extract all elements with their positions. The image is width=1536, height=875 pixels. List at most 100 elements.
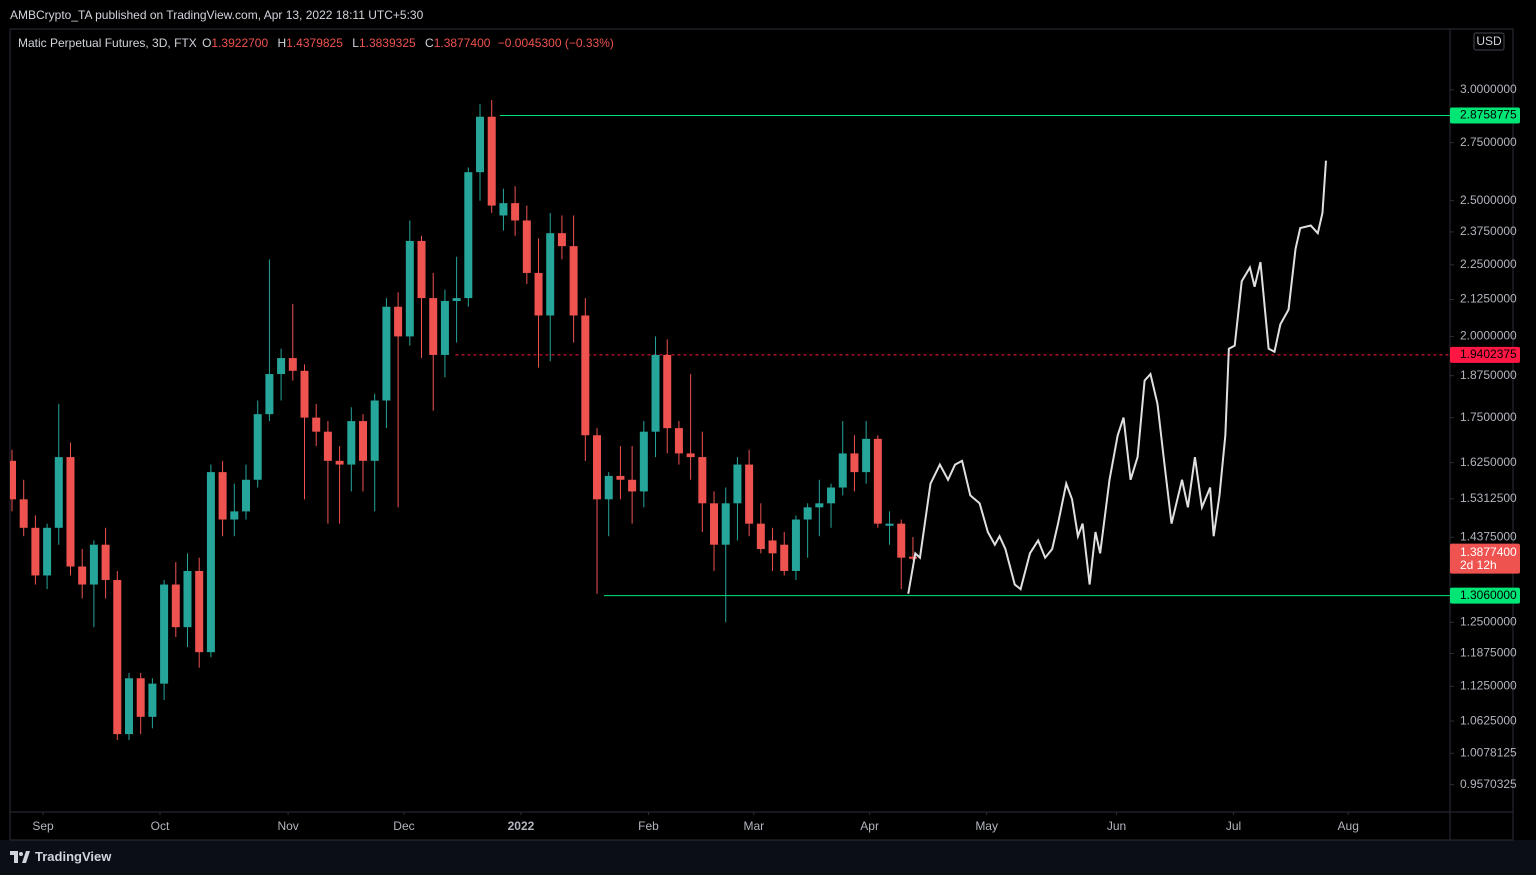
price-axis: 3.0000000 2.7500000 2.5000000 2.3750000 2.25… — [32, 82, 1520, 833]
x-tick-label: Jul — [1226, 819, 1241, 833]
candle-body — [827, 487, 836, 504]
x-tick-label: Dec — [393, 819, 414, 833]
candle-body — [31, 527, 40, 576]
candle-body — [429, 298, 438, 355]
symbol-title: Matic Perpetual Futures, 3D, FTX — [18, 36, 197, 50]
candle-body — [323, 431, 332, 461]
candle-body — [803, 507, 812, 520]
open-value: 1.3922700 — [211, 36, 269, 50]
candle-body — [277, 358, 286, 375]
candle-body — [885, 523, 894, 526]
candle-body — [616, 475, 625, 480]
candle-body — [838, 453, 847, 488]
level-label-bg — [1450, 107, 1520, 124]
last-price-bg — [1450, 543, 1520, 574]
candle-body — [300, 370, 309, 418]
frame — [9, 28, 1514, 841]
candle-body — [43, 527, 52, 576]
candle-body — [136, 678, 145, 717]
projection-line — [907, 160, 1327, 594]
candle-body — [815, 503, 824, 508]
y-tick-label: 1.7500000 — [1460, 410, 1517, 424]
candle-body — [452, 298, 461, 301]
candle-body — [230, 511, 239, 520]
candle-body — [557, 233, 566, 247]
countdown: 2d 12h — [1460, 558, 1497, 572]
y-tick-label: 2.5000000 — [1460, 193, 1517, 207]
candle-body — [639, 431, 648, 492]
x-tick-label: Mar — [743, 819, 764, 833]
legend-header: Matic Perpetual Futures, 3D, FTX O1.3922… — [18, 36, 618, 50]
y-tick-label: 1.4375000 — [1460, 529, 1517, 543]
candle-body — [569, 246, 578, 316]
candle-body — [522, 220, 531, 273]
candle-body — [651, 354, 660, 432]
candle-body — [534, 272, 543, 316]
candle-body — [160, 584, 169, 684]
candle-body — [733, 464, 742, 504]
candle-body — [359, 421, 368, 461]
footer-bar — [0, 840, 1536, 875]
publisher: AMBCrypto_TA published on TradingView.co… — [10, 8, 424, 22]
y-tick-label: 2.1250000 — [1460, 292, 1517, 306]
y-tick-label: 1.6250000 — [1460, 455, 1517, 469]
candle-body — [218, 472, 227, 520]
brand-name: TradingView — [35, 849, 112, 864]
candle-body — [873, 438, 882, 524]
candle-body — [148, 683, 157, 717]
candle-body — [862, 438, 871, 473]
candle-body — [674, 428, 683, 454]
level-label-bg — [1450, 587, 1520, 604]
change: −0.0045300 (−0.33%) — [497, 36, 614, 50]
candle-body — [686, 453, 695, 458]
candle-body — [511, 203, 520, 221]
candle-body — [604, 475, 613, 500]
ohlc-letter: L — [352, 36, 359, 50]
candle-body — [19, 499, 28, 528]
candle-body — [710, 503, 719, 545]
brand: TradingView — [10, 849, 111, 864]
candle-body — [206, 472, 215, 653]
candle-body — [312, 417, 321, 432]
plot — [10, 100, 1450, 740]
candle-body — [171, 584, 180, 628]
brand-logo — [10, 850, 30, 863]
candle-body — [195, 570, 204, 653]
candle-body — [54, 457, 63, 528]
candle-body — [487, 116, 496, 206]
y-tick-label: 2.7500000 — [1460, 135, 1517, 149]
candle-body — [628, 479, 637, 492]
currency-badge — [1473, 32, 1505, 51]
ohlc-letter: C — [425, 36, 434, 50]
candle-body — [908, 556, 917, 559]
candle-body — [850, 453, 859, 473]
candle-body — [335, 460, 344, 465]
y-tick-label: 1.5312500 — [1460, 491, 1517, 505]
candle-body — [780, 544, 789, 571]
x-tick-label: Oct — [151, 819, 170, 833]
candle-body — [253, 414, 262, 480]
x-tick-label: Aug — [1338, 819, 1359, 833]
candle-body — [791, 519, 800, 571]
candle-body — [756, 523, 765, 550]
y-tick-label: 1.1875000 — [1460, 646, 1517, 660]
close-value: 1.3877400 — [433, 36, 491, 50]
y-tick-label: 2.3750000 — [1460, 224, 1517, 238]
x-tick-label: Apr — [860, 819, 879, 833]
y-tick-label: 1.2500000 — [1460, 614, 1517, 628]
candle-body — [405, 240, 414, 337]
candle-body — [440, 300, 449, 355]
ohlc-letter: O — [202, 36, 212, 50]
y-tick-label: 1.8750000 — [1460, 368, 1517, 382]
candle-body — [382, 306, 391, 401]
candle-body — [581, 315, 590, 436]
x-tick-label: Sep — [32, 819, 54, 833]
candle-body — [78, 566, 87, 585]
x-tick-label: May — [975, 819, 998, 833]
level-label: 1.9402375 — [1460, 347, 1517, 361]
candle-body — [698, 457, 707, 504]
y-tick-label: 0.9570325 — [1460, 777, 1517, 791]
ohlc-letter: H — [277, 36, 287, 50]
candle-body — [288, 358, 297, 371]
